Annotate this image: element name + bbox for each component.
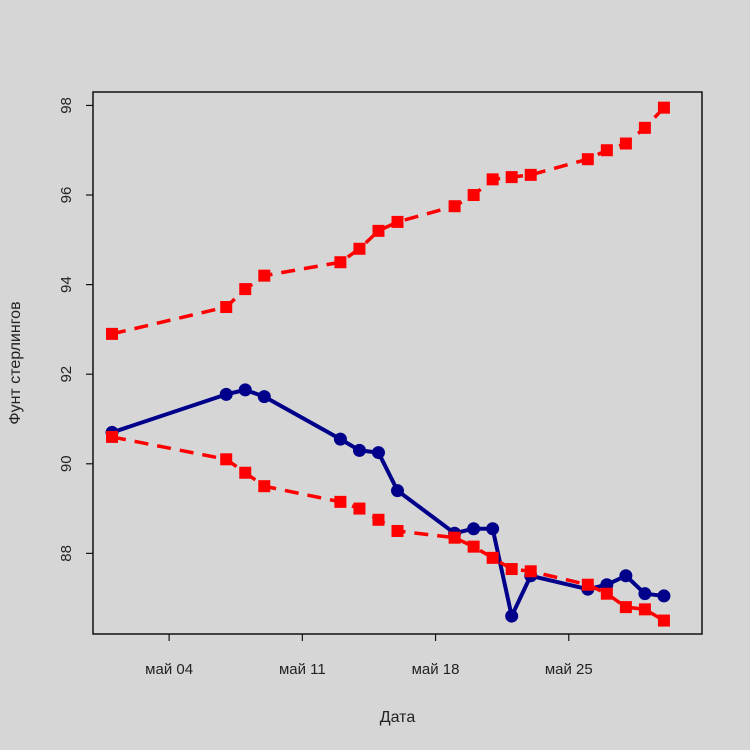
data-point xyxy=(238,383,252,397)
data-point xyxy=(486,173,499,186)
data-point xyxy=(220,301,233,314)
data-point xyxy=(524,565,537,578)
series-line xyxy=(111,435,665,623)
data-point xyxy=(371,446,385,460)
y-tick-label: 98 xyxy=(58,97,75,114)
data-point xyxy=(467,522,481,536)
data-point xyxy=(258,269,271,282)
x-axis-title: Дата xyxy=(380,709,416,726)
data-point xyxy=(353,242,366,255)
data-point xyxy=(657,614,670,627)
data-point xyxy=(372,513,385,526)
data-point xyxy=(600,144,613,157)
series-line xyxy=(111,106,666,336)
y-tick-label: 94 xyxy=(58,276,75,293)
y-tick-label: 88 xyxy=(58,545,75,562)
data-point xyxy=(219,387,233,401)
data-point xyxy=(619,601,632,614)
data-point xyxy=(448,531,461,544)
data-point xyxy=(467,540,480,553)
data-point xyxy=(505,563,518,576)
data-point xyxy=(581,578,594,591)
x-tick-label: май 25 xyxy=(545,661,593,678)
data-point xyxy=(619,137,632,150)
x-tick-label: май 11 xyxy=(279,661,326,678)
data-point xyxy=(657,101,670,114)
data-point xyxy=(239,283,252,296)
data-point xyxy=(619,569,633,583)
data-point xyxy=(220,453,233,466)
data-point xyxy=(353,502,366,515)
series-1 xyxy=(106,101,670,340)
data-point xyxy=(486,551,499,564)
data-point xyxy=(391,484,404,498)
data-point xyxy=(448,200,461,213)
data-point xyxy=(638,603,651,616)
y-tick-label: 92 xyxy=(58,366,75,383)
series-line xyxy=(111,387,665,619)
plot-frame xyxy=(92,91,703,635)
data-point xyxy=(239,466,252,479)
y-axis: 88 90 92 94 96 98 xyxy=(58,97,93,562)
data-point xyxy=(638,121,651,134)
y-tick-label: 90 xyxy=(58,455,75,472)
x-tick-label: май 04 xyxy=(145,661,193,678)
data-point xyxy=(581,153,594,166)
data-point xyxy=(505,609,519,623)
data-point xyxy=(258,480,271,493)
series-2 xyxy=(106,430,670,627)
data-point xyxy=(657,589,671,603)
data-point xyxy=(334,256,347,269)
data-point xyxy=(486,522,500,536)
data-point xyxy=(391,524,404,537)
data-point xyxy=(352,443,366,457)
data-point xyxy=(372,224,385,237)
data-point xyxy=(106,327,119,340)
x-tick-label: май 18 xyxy=(412,661,460,678)
data-point xyxy=(257,390,271,404)
y-tick-label: 96 xyxy=(58,187,75,204)
x-axis: май 04 май 11 май 18 май 25 xyxy=(145,634,593,678)
data-point xyxy=(600,587,613,600)
data-point xyxy=(467,189,480,202)
data-point xyxy=(391,215,404,228)
series-layer xyxy=(105,101,671,627)
data-point xyxy=(333,432,347,446)
data-point xyxy=(106,430,119,443)
data-point xyxy=(524,168,537,181)
data-point xyxy=(638,587,652,601)
y-axis-title: Фунт стерлингов xyxy=(7,301,24,424)
data-point xyxy=(334,495,347,508)
data-point xyxy=(505,171,518,184)
